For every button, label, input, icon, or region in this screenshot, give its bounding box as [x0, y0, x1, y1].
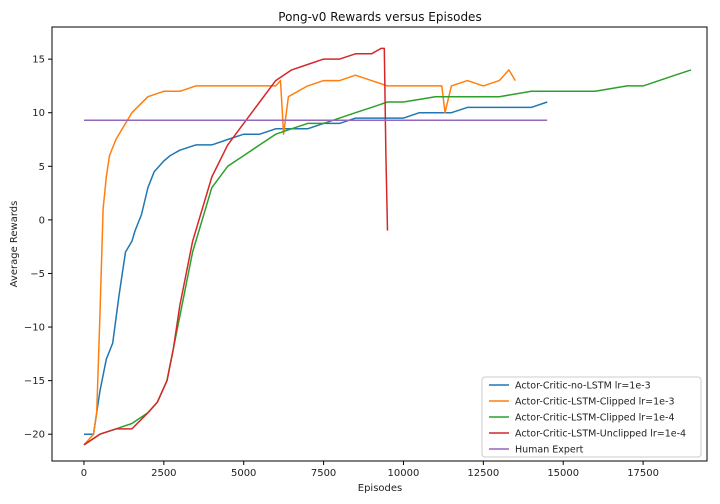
x-tick-label: 7500 — [311, 468, 336, 479]
legend-label-2: Actor-Critic-LSTM-Clipped lr=1e-3 — [515, 397, 675, 408]
y-tick-label: −5 — [30, 269, 45, 280]
series-line-2 — [83, 69, 516, 446]
chart-title: Pong-v0 Rewards versus Episodes — [278, 10, 481, 24]
y-axis-title: Average Rewards — [9, 201, 20, 288]
x-tick-label: 2500 — [151, 468, 176, 479]
x-tick-label: 12500 — [467, 468, 499, 479]
x-tick-label: 0 — [81, 468, 87, 479]
x-axis-title: Episodes — [358, 483, 402, 494]
y-tick-label: 5 — [39, 162, 45, 173]
legend: Actor-Critic-no-LSTM lr=1e-3 Actor-Critic… — [481, 376, 702, 458]
legend-label-3: Actor-Critic-LSTM-Clipped lr=1e-4 — [515, 413, 675, 424]
y-tick-label: −20 — [24, 430, 45, 441]
x-tick-label: 10000 — [388, 468, 420, 479]
x-tick-label: 15000 — [547, 468, 579, 479]
legend-label-5: Human Expert — [515, 445, 584, 456]
series-line-1 — [84, 101, 548, 435]
plot-frame — [51, 26, 708, 462]
legend-box — [481, 376, 702, 458]
y-tick-label: 15 — [32, 55, 45, 66]
y-tick-label: −15 — [24, 376, 45, 387]
x-axis: 0 2500 5000 7500 10000 12500 15000 17500 — [81, 461, 659, 479]
series-line-4 — [83, 47, 389, 446]
x-tick-label: 17500 — [627, 468, 659, 479]
y-tick-label: 10 — [32, 108, 45, 119]
legend-label-1: Actor-Critic-no-LSTM lr=1e-3 — [515, 381, 651, 392]
legend-label-4: Actor-Critic-LSTM-Unclipped lr=1e-4 — [515, 429, 686, 440]
y-tick-label: 0 — [39, 215, 45, 226]
series-lines — [83, 47, 692, 446]
y-tick-label: −10 — [24, 323, 45, 334]
x-tick-label: 5000 — [231, 468, 256, 479]
y-axis: −20 −15 −10 −5 0 5 10 15 — [24, 55, 52, 441]
